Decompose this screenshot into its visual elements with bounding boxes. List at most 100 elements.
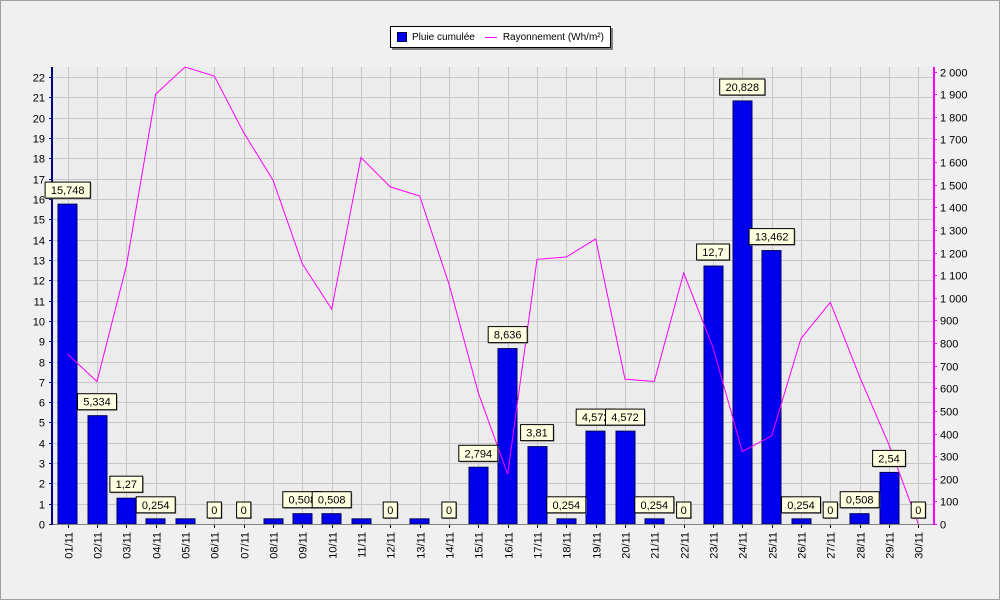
- data-label-box: [719, 78, 766, 96]
- right-axis-tick-label: 1 900: [940, 90, 968, 102]
- data-label-box: [77, 393, 117, 411]
- right-axis-tick-label: 1 000: [940, 294, 968, 306]
- left-axis-tick-label: 17: [33, 175, 45, 187]
- right-axis-tick-label: 1 100: [940, 271, 968, 283]
- right-axis-tick-label: 300: [940, 452, 958, 464]
- data-label-box: [487, 326, 528, 344]
- data-label-box: [839, 491, 880, 509]
- data-label: 4,572: [582, 412, 610, 424]
- data-label-box: [696, 243, 730, 261]
- data-label-box: [441, 501, 457, 519]
- x-axis-tick-label: 01/11: [64, 532, 76, 559]
- left-axis-tick-label: 14: [33, 236, 45, 248]
- x-axis-tick-label: 28/11: [856, 532, 868, 559]
- right-axis-tick-label: 200: [940, 475, 958, 487]
- x-axis-tick-label: 06/11: [210, 532, 222, 559]
- right-axis-tick-label: 900: [940, 316, 958, 328]
- x-axis-tick-label: 26/11: [797, 532, 809, 559]
- data-label: 0: [211, 505, 217, 517]
- bar-pluie: [791, 518, 812, 525]
- right-axis-tick-label: 400: [940, 430, 958, 442]
- x-axis-tick-label: 24/11: [738, 532, 750, 559]
- data-label: 1,27: [116, 479, 137, 491]
- bar-pluie: [468, 466, 489, 525]
- right-axis-tick-label: 1 600: [940, 158, 968, 170]
- x-axis-tick-label: 05/11: [181, 532, 193, 559]
- x-axis-tick-label: 29/11: [885, 532, 897, 559]
- bar-pluie: [351, 518, 372, 525]
- data-label: 0: [827, 505, 833, 517]
- data-label-box: [781, 496, 821, 514]
- right-axis-tick-label: 800: [940, 339, 958, 351]
- x-axis-tick-label: 22/11: [680, 532, 692, 559]
- data-label: 2,54: [878, 453, 899, 465]
- left-axis-tick-label: 22: [33, 73, 45, 85]
- x-axis-tick-label: 02/11: [93, 532, 105, 559]
- data-label-box: [458, 444, 499, 462]
- data-label: 0,508: [289, 495, 317, 507]
- data-label: 20,828: [725, 82, 759, 94]
- right-axis-tick-label: 2 000: [940, 68, 968, 80]
- x-axis-tick-label: 11/11: [357, 532, 369, 558]
- data-label: 0,254: [787, 500, 815, 512]
- data-label-box: [872, 449, 906, 467]
- data-label-box: [910, 501, 926, 519]
- data-label-box: [822, 501, 838, 519]
- data-label-box: [676, 501, 692, 519]
- data-label: 15,748: [51, 185, 85, 197]
- x-axis-tick-label: 17/11: [533, 532, 545, 559]
- bar-pluie: [292, 513, 313, 525]
- left-axis-tick-label: 2: [39, 479, 45, 491]
- left-axis-tick-label: 1: [39, 500, 45, 512]
- bar-pluie: [175, 518, 196, 525]
- data-label: 0,254: [641, 500, 669, 512]
- left-axis-tick-label: 7: [39, 378, 45, 390]
- right-axis-tick-label: 1 500: [940, 181, 968, 193]
- x-axis-tick-label: 30/11: [914, 532, 926, 559]
- x-axis-tick-label: 16/11: [504, 532, 516, 559]
- left-axis-tick-label: 19: [33, 134, 45, 146]
- right-axis-tick-label: 500: [940, 407, 958, 419]
- bar-pluie: [703, 265, 724, 525]
- line-rayonnement: [67, 66, 919, 525]
- data-label-box: [546, 496, 587, 514]
- legend-item-rayonnement: Rayonnement (Wh/m²): [484, 32, 604, 43]
- right-axis-tick-label: 1 200: [940, 249, 968, 261]
- left-axis-tick-label: 5: [39, 418, 45, 430]
- data-label: 2,794: [465, 448, 493, 460]
- legend-label-pluie: Pluie cumulée: [412, 31, 475, 43]
- data-label-box: [109, 475, 144, 493]
- x-axis-tick-label: 27/11: [826, 532, 838, 559]
- left-axis-tick-label: 15: [33, 215, 45, 227]
- left-axis-tick-label: 11: [34, 297, 45, 309]
- legend-swatch-rayonnement: [484, 36, 497, 38]
- data-label-box: [44, 181, 91, 199]
- left-axis-tick-label: 20: [33, 114, 45, 126]
- left-axis-tick-label: 21: [33, 93, 45, 105]
- x-axis-tick-label: 03/11: [122, 532, 134, 559]
- data-label: 0: [915, 505, 921, 517]
- right-axis-tick-label: 0: [940, 520, 946, 532]
- bar-pluie: [263, 518, 284, 525]
- bar-pluie: [321, 513, 342, 525]
- left-axis-tick-label: 18: [33, 154, 45, 166]
- bar-pluie: [761, 250, 782, 525]
- x-axis-tick-label: 04/11: [152, 532, 164, 559]
- data-label-box: [520, 424, 554, 442]
- data-label-box: [311, 491, 352, 509]
- right-axis-tick-label: 1 400: [940, 203, 968, 215]
- data-label: 5,334: [83, 397, 111, 409]
- data-label: 0,508: [318, 495, 346, 507]
- data-label: 12,7: [702, 247, 723, 259]
- data-label: 0: [241, 505, 247, 517]
- bar-pluie: [615, 430, 636, 525]
- data-label-box: [748, 228, 795, 246]
- bar-pluie: [644, 518, 665, 525]
- bar-pluie: [879, 471, 900, 525]
- left-axis-tick-label: 16: [33, 195, 45, 207]
- x-axis-tick-label: 10/11: [328, 532, 340, 559]
- left-axis-tick-label: 4: [39, 439, 45, 451]
- x-axis-tick-label: 12/11: [386, 532, 398, 559]
- right-axis-tick-label: 1 700: [940, 135, 968, 147]
- x-axis-tick-label: 15/11: [474, 532, 486, 559]
